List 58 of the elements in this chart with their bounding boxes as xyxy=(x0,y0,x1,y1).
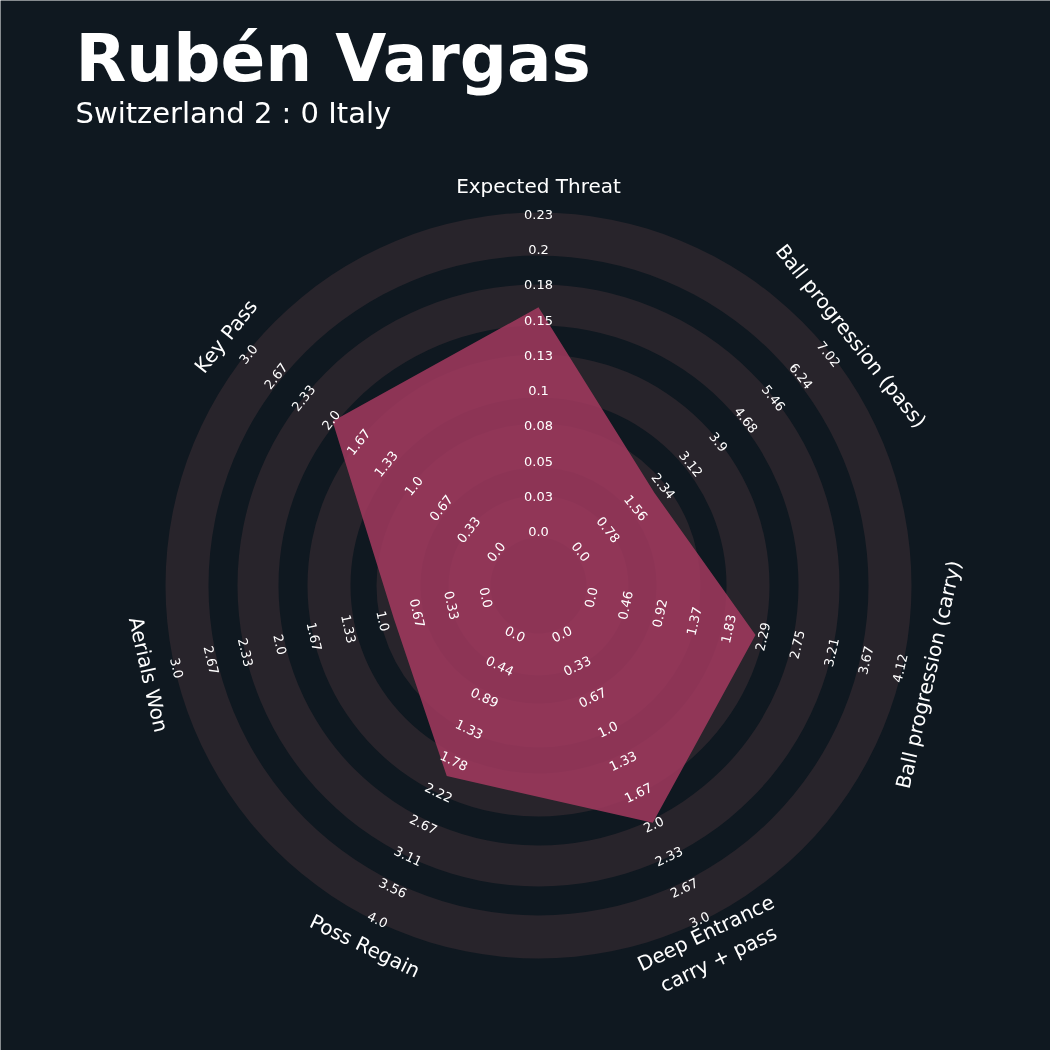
text: 1.83 xyxy=(717,613,740,645)
text: 0.92 xyxy=(649,597,671,629)
text: 0.23 xyxy=(524,207,553,222)
text: 3.0 xyxy=(167,656,187,680)
text: 3.11 xyxy=(391,843,425,870)
text: 2.0 xyxy=(270,632,290,657)
text: 1.78 xyxy=(437,748,471,775)
text: 0.33 xyxy=(440,589,463,622)
chart-title: Rubén Vargas xyxy=(75,20,591,97)
text: 2.29 xyxy=(752,620,774,653)
text: 0.44 xyxy=(483,652,517,679)
text: 1.0 xyxy=(373,609,393,633)
text: 0.0 xyxy=(502,622,528,646)
text: 0.0 xyxy=(549,622,575,646)
text: 0.1 xyxy=(528,383,549,399)
text: 2.67 xyxy=(407,811,440,838)
text: 0.0 xyxy=(528,524,549,539)
text: 2.67 xyxy=(667,874,701,902)
text: 3.67 xyxy=(855,644,877,676)
text: 1.37 xyxy=(683,605,705,637)
text: 0.2 xyxy=(528,242,549,258)
text: 2.22 xyxy=(422,779,455,806)
text: 0.0 xyxy=(476,585,496,610)
text: 0.08 xyxy=(524,418,553,434)
text: 1.33 xyxy=(452,716,486,743)
text: 0.0 xyxy=(568,539,594,565)
text: 3.9 xyxy=(706,429,731,455)
text: 3.0 xyxy=(236,341,261,367)
chart-subtitle: Switzerland 2 : 0 Italy xyxy=(75,95,392,130)
text: 0.03 xyxy=(524,488,553,504)
text: 2.0 xyxy=(318,407,344,433)
text: 1.33 xyxy=(337,613,360,645)
text: 3.56 xyxy=(376,874,410,902)
text: 2.33 xyxy=(652,843,686,870)
text: 0.0 xyxy=(483,539,509,565)
text: 0.05 xyxy=(524,453,553,469)
text: 2.0 xyxy=(641,813,667,836)
text: 0.67 xyxy=(576,684,609,711)
text: 0.46 xyxy=(614,589,637,622)
text: 2.33 xyxy=(234,636,257,669)
spoke-label: Expected Threat xyxy=(456,173,622,198)
text: 1.33 xyxy=(606,748,640,775)
text: 0.18 xyxy=(524,277,553,293)
text: 1.67 xyxy=(303,620,325,653)
text: 0.33 xyxy=(560,652,594,679)
text: 1.0 xyxy=(595,718,621,741)
text: 3.21 xyxy=(820,636,843,669)
text: 0.13 xyxy=(524,347,553,363)
text: 4.0 xyxy=(364,908,391,932)
text: 1.0 xyxy=(401,473,426,499)
text: 0.89 xyxy=(468,684,501,711)
text: 2.75 xyxy=(786,628,808,661)
text: 4.12 xyxy=(889,652,911,684)
text: 2.67 xyxy=(200,644,222,676)
text: 0.67 xyxy=(406,597,428,629)
text: 0.15 xyxy=(524,312,553,328)
text: 1.67 xyxy=(622,779,655,806)
text: 0.0 xyxy=(581,585,601,610)
